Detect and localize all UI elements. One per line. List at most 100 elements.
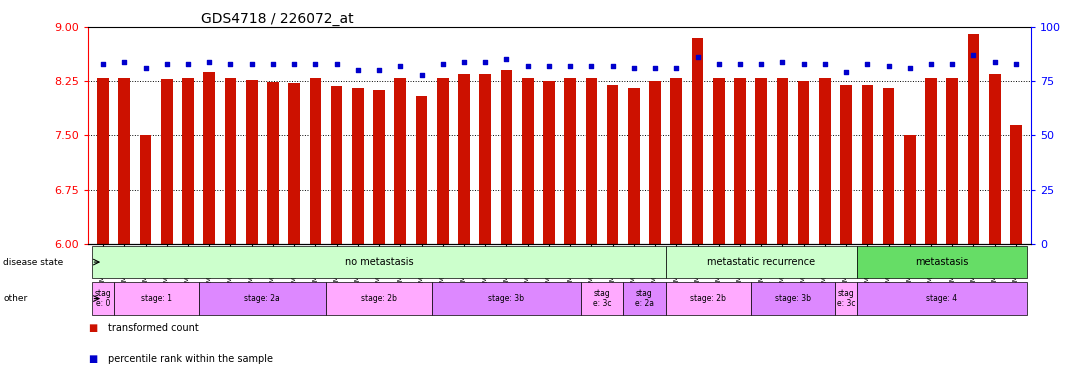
Point xyxy=(710,61,727,67)
Point xyxy=(668,65,685,71)
Point xyxy=(902,65,919,71)
Bar xyxy=(182,78,194,244)
Point xyxy=(519,63,536,69)
Point xyxy=(604,63,621,69)
Bar xyxy=(97,78,109,244)
Text: stage: 2a: stage: 2a xyxy=(244,294,280,303)
Point xyxy=(328,61,345,67)
Bar xyxy=(522,78,534,244)
Bar xyxy=(288,83,300,244)
Text: stage: 4: stage: 4 xyxy=(926,294,958,303)
Text: stage: 1: stage: 1 xyxy=(141,294,172,303)
Bar xyxy=(500,70,512,244)
Bar xyxy=(199,282,326,315)
Point xyxy=(732,61,749,67)
Point xyxy=(307,61,324,67)
Text: ■: ■ xyxy=(88,354,98,364)
Point xyxy=(392,63,409,69)
Point xyxy=(180,61,197,67)
Text: no metastasis: no metastasis xyxy=(344,257,413,267)
Bar xyxy=(925,78,937,244)
Point xyxy=(774,58,791,65)
Bar xyxy=(114,282,199,315)
Bar xyxy=(352,88,364,244)
Bar xyxy=(161,79,172,244)
Text: stage: 3b: stage: 3b xyxy=(489,294,524,303)
Text: other: other xyxy=(3,294,28,303)
Bar xyxy=(713,78,724,244)
Bar xyxy=(734,78,746,244)
Bar xyxy=(310,78,322,244)
Point xyxy=(986,58,1003,65)
Text: GDS4718 / 226072_at: GDS4718 / 226072_at xyxy=(201,12,354,26)
Point xyxy=(265,61,282,67)
Text: stage: 2b: stage: 2b xyxy=(362,294,397,303)
Point xyxy=(965,52,982,58)
Bar xyxy=(93,282,114,315)
Point xyxy=(647,65,664,71)
Bar xyxy=(947,78,958,244)
Bar xyxy=(751,282,835,315)
Text: disease state: disease state xyxy=(3,258,63,266)
Bar xyxy=(835,282,856,315)
Bar xyxy=(581,282,623,315)
Point xyxy=(540,63,557,69)
Bar xyxy=(330,86,342,244)
Point xyxy=(158,61,175,67)
Point xyxy=(285,61,302,67)
Bar xyxy=(840,85,852,244)
Point xyxy=(795,61,812,67)
Bar xyxy=(564,78,576,244)
Point xyxy=(350,67,367,73)
Point xyxy=(200,58,217,65)
Point xyxy=(922,61,939,67)
Point xyxy=(625,65,642,71)
Point xyxy=(583,63,600,69)
Bar xyxy=(628,88,639,244)
Text: stag
e: 3c: stag e: 3c xyxy=(593,289,611,308)
Bar xyxy=(437,78,449,244)
Text: stage: 2b: stage: 2b xyxy=(690,294,726,303)
Point xyxy=(370,67,387,73)
Bar xyxy=(856,246,1027,278)
Bar xyxy=(585,78,597,244)
Bar xyxy=(797,81,809,244)
Bar xyxy=(670,78,682,244)
Bar xyxy=(777,78,789,244)
Point xyxy=(837,70,854,76)
Text: percentile rank within the sample: percentile rank within the sample xyxy=(108,354,272,364)
Text: stag
e: 2a: stag e: 2a xyxy=(635,289,654,308)
Bar xyxy=(623,282,666,315)
Bar xyxy=(140,136,152,244)
Point xyxy=(859,61,876,67)
Bar xyxy=(225,78,237,244)
Bar xyxy=(607,85,619,244)
Text: ■: ■ xyxy=(88,323,98,333)
Text: stage: 3b: stage: 3b xyxy=(775,294,811,303)
Bar xyxy=(267,82,279,244)
Point xyxy=(95,61,112,67)
Text: metastatic recurrence: metastatic recurrence xyxy=(707,257,816,267)
Bar xyxy=(904,136,916,244)
Text: stag
e: 3c: stag e: 3c xyxy=(837,289,855,308)
Point xyxy=(413,71,430,78)
Text: stag
e: 0: stag e: 0 xyxy=(95,289,112,308)
Bar xyxy=(93,246,666,278)
Bar xyxy=(692,38,704,244)
Text: transformed count: transformed count xyxy=(108,323,198,333)
Bar xyxy=(480,74,491,244)
Bar xyxy=(856,282,1027,315)
Bar xyxy=(1010,124,1022,244)
Point xyxy=(137,65,154,71)
Bar xyxy=(755,78,767,244)
Point xyxy=(752,61,769,67)
Bar xyxy=(203,72,215,244)
Point xyxy=(880,63,897,69)
Bar xyxy=(245,79,257,244)
Point xyxy=(498,56,515,63)
Bar xyxy=(326,282,433,315)
Point xyxy=(434,61,451,67)
Bar xyxy=(989,74,1001,244)
Bar xyxy=(666,246,856,278)
Point xyxy=(562,63,579,69)
